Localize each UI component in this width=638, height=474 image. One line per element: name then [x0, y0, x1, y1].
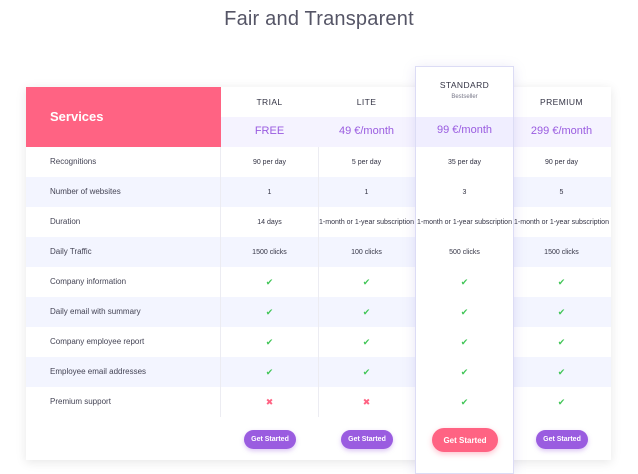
- feature-cell: ✔: [416, 267, 513, 297]
- services-header: Services: [26, 87, 221, 147]
- feature-value: 14 days: [257, 218, 282, 226]
- feature-value: 5: [559, 188, 564, 196]
- cross-icon: ✖: [265, 396, 274, 407]
- plan-header-lite: LITE 49 €/month: [318, 87, 415, 147]
- feature-cell: ✔: [318, 267, 415, 297]
- check-icon: ✔: [557, 276, 566, 287]
- feature-value: 1-month or 1-year subscription: [514, 218, 609, 226]
- cross-icon: ✖: [362, 396, 371, 407]
- check-icon: ✔: [460, 276, 469, 287]
- feature-cell: ✔: [513, 357, 610, 387]
- feature-cell: ✔: [221, 267, 318, 297]
- column-divider: [318, 147, 319, 417]
- plan-price: 299 €/month: [530, 125, 593, 137]
- feature-cell: ✔: [513, 387, 610, 417]
- feature-cell: ✔: [221, 327, 318, 357]
- feature-value: 1-month or 1-year subscription: [319, 218, 414, 226]
- feature-value: 100 clicks: [351, 248, 382, 256]
- feature-value: 1-month or 1-year subscription: [417, 218, 512, 226]
- plan-header-premium: PREMIUM 299 €/month: [513, 87, 610, 147]
- feature-value: 1: [267, 188, 272, 196]
- feature-cell: ✔: [416, 387, 513, 417]
- plan-name-standard: STANDARD: [439, 80, 490, 90]
- feature-cell: ✔: [513, 297, 610, 327]
- check-icon: ✔: [362, 366, 371, 377]
- get-started-button-lite[interactable]: Get Started: [341, 430, 393, 449]
- plan-price-standard: 99 €/month: [436, 124, 493, 136]
- feature-cell: ✔: [318, 297, 415, 327]
- feature-label: Recognitions: [50, 157, 97, 166]
- feature-label: Premium support: [50, 397, 111, 406]
- feature-value: 90 per day: [544, 158, 579, 166]
- feature-cell: ✔: [221, 297, 318, 327]
- column-divider: [220, 147, 221, 417]
- plan-badge-bestseller: Bestseller: [451, 94, 478, 100]
- feature-value: 500 clicks: [449, 248, 480, 256]
- feature-value: 1500 clicks: [252, 248, 287, 256]
- plan-name: TRIAL: [256, 97, 283, 107]
- check-icon: ✔: [557, 396, 566, 407]
- get-started-button-premium[interactable]: Get Started: [536, 430, 588, 449]
- feature-cell: ✖: [318, 387, 415, 417]
- feature-value: 35 per day: [447, 158, 482, 166]
- check-icon: ✔: [265, 306, 274, 317]
- feature-cell: ✔: [416, 357, 513, 387]
- feature-label: Company information: [50, 277, 127, 286]
- check-icon: ✔: [265, 336, 274, 347]
- check-icon: ✔: [460, 366, 469, 377]
- feature-cell: ✖: [221, 387, 318, 417]
- feature-value: 3: [462, 188, 467, 196]
- check-icon: ✔: [265, 366, 274, 377]
- feature-label: Number of websites: [50, 187, 121, 196]
- plan-header-trial: TRIAL FREE: [221, 87, 318, 147]
- feature-value: 5 per day: [351, 158, 382, 166]
- feature-cell: ✔: [318, 357, 415, 387]
- feature-value: 1500 clicks: [544, 248, 579, 256]
- plan-price: FREE: [254, 125, 285, 137]
- feature-label: Employee email addresses: [50, 367, 147, 376]
- plan-name: LITE: [356, 97, 377, 107]
- feature-value: 1: [364, 188, 369, 196]
- feature-label: Company employee report: [50, 337, 145, 346]
- feature-value: 90 per day: [252, 158, 287, 166]
- feature-cell: ✔: [513, 327, 610, 357]
- plan-name: PREMIUM: [540, 97, 583, 107]
- check-icon: ✔: [362, 276, 371, 287]
- check-icon: ✔: [362, 336, 371, 347]
- feature-cell: ✔: [513, 267, 610, 297]
- check-icon: ✔: [557, 306, 566, 317]
- feature-cell: ✔: [318, 327, 415, 357]
- plan-price: 49 €/month: [338, 125, 395, 137]
- check-icon: ✔: [265, 276, 274, 287]
- get-started-button-standard[interactable]: Get Started: [432, 428, 498, 452]
- check-icon: ✔: [460, 306, 469, 317]
- feature-cell: ✔: [416, 297, 513, 327]
- check-icon: ✔: [362, 306, 371, 317]
- check-icon: ✔: [460, 336, 469, 347]
- check-icon: ✔: [460, 396, 469, 407]
- feature-label: Daily Traffic: [50, 247, 92, 256]
- feature-label: Duration: [50, 217, 81, 226]
- check-icon: ✔: [557, 336, 566, 347]
- get-started-button-trial[interactable]: Get Started: [244, 430, 296, 449]
- feature-cell: ✔: [221, 357, 318, 387]
- page-title: Fair and Transparent: [224, 8, 414, 30]
- check-icon: ✔: [557, 366, 566, 377]
- feature-cell: ✔: [416, 327, 513, 357]
- standard-price-band: [416, 117, 513, 147]
- feature-label: Daily email with summary: [50, 307, 141, 316]
